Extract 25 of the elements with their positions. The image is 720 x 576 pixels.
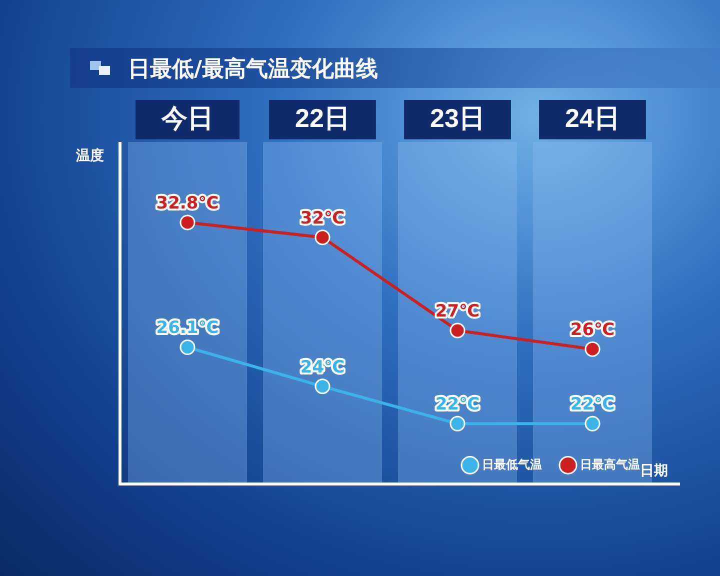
x-tick-label: 24日 — [565, 102, 620, 133]
data-label: 26℃ — [570, 320, 615, 340]
point — [314, 378, 330, 394]
x-tick-label: 今日 — [160, 102, 214, 133]
point — [584, 416, 600, 432]
chart-title: 日最低/最高气温变化曲线 — [128, 56, 378, 84]
point — [314, 230, 330, 246]
data-label: 22℃ — [570, 394, 615, 415]
legend-label: 日最高气温 — [580, 458, 640, 472]
data-label: 24℃ — [300, 357, 345, 378]
point — [450, 416, 466, 432]
data-label: 27℃ — [435, 301, 480, 322]
x-tick-label: 22日 — [295, 102, 350, 133]
point — [584, 341, 600, 357]
y-axis-title: 温度 — [76, 147, 104, 165]
x-tick-label: 23日 — [430, 102, 485, 133]
legend-label: 日最低气温 — [482, 458, 542, 472]
data-label: 32.8℃ — [156, 193, 219, 214]
data-label: 32℃ — [300, 208, 345, 228]
data-label: 22℃ — [435, 394, 480, 415]
point — [180, 214, 196, 230]
data-label: 26.1℃ — [156, 318, 219, 338]
point — [180, 340, 196, 356]
point — [450, 322, 466, 338]
x-axis-title: 日期 — [640, 462, 668, 480]
